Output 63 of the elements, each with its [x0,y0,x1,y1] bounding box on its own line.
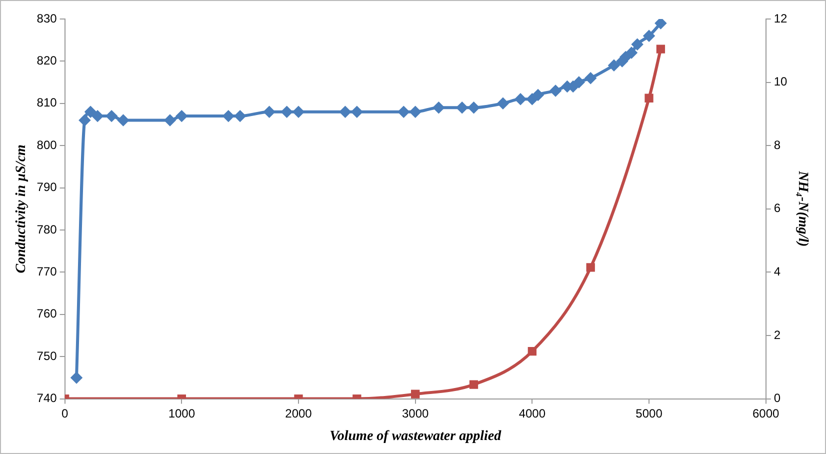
y-tick-label: 740 [36,391,58,406]
point [626,47,637,58]
point [585,72,596,84]
point [656,44,666,54]
x-tick-label: 2000 [285,406,312,420]
y2-tick-label: 0 [774,391,781,406]
y-tick-label: 790 [36,180,58,194]
point [620,51,632,62]
y2-tick-label: 2 [774,328,781,342]
point [456,102,468,114]
y-tick-label: 820 [36,54,58,68]
y-tick-label: 780 [36,222,58,236]
y-tick-label: 800 [36,138,58,152]
point [550,85,562,96]
y2-axis-title: NH₄-N(mg/l) [794,170,810,247]
point [281,106,292,118]
point [264,106,275,118]
point [573,76,584,88]
point [118,114,129,126]
point [586,263,595,272]
point [293,106,304,118]
y2-tick-label: 12 [774,11,788,26]
point [106,110,118,122]
point [164,114,176,126]
point [433,102,444,114]
point [85,106,96,118]
x-tick-label: 3000 [402,406,430,420]
y-tick-label: 830 [36,11,58,26]
y2-tick-label: 4 [774,264,781,279]
point [644,94,654,102]
point [340,106,351,118]
point [71,372,82,384]
x-tick-label: 6000 [752,406,780,420]
y2-tick-label: 10 [774,74,788,89]
point [468,102,480,114]
point [532,89,544,100]
point [514,94,526,105]
y-tick-label: 760 [36,306,58,321]
x-tick-label: 1000 [168,406,196,420]
x-tick-label: 5000 [636,406,663,420]
point [398,106,410,118]
point [176,110,188,122]
point [526,94,538,105]
point [608,60,620,71]
point [79,114,90,126]
y-tick-label: 810 [36,96,58,110]
y2-tick-label: 8 [774,138,781,152]
point [632,38,643,50]
y2-tick-label: 6 [774,201,781,216]
point [92,110,104,122]
point [351,106,362,118]
y-tick-label: 770 [36,264,58,279]
y-tick-label: 750 [36,348,58,363]
point [234,110,246,122]
point [644,30,655,42]
point [222,110,234,122]
x-axis-title: Volume of wastewater applied [330,429,502,444]
x-tick-label: 4000 [518,406,546,420]
x-tick-label: 0 [61,406,68,420]
y-axis-title: Conductivity in µS/cm [14,144,30,274]
point [410,106,421,118]
point [497,98,508,109]
point [655,19,666,29]
